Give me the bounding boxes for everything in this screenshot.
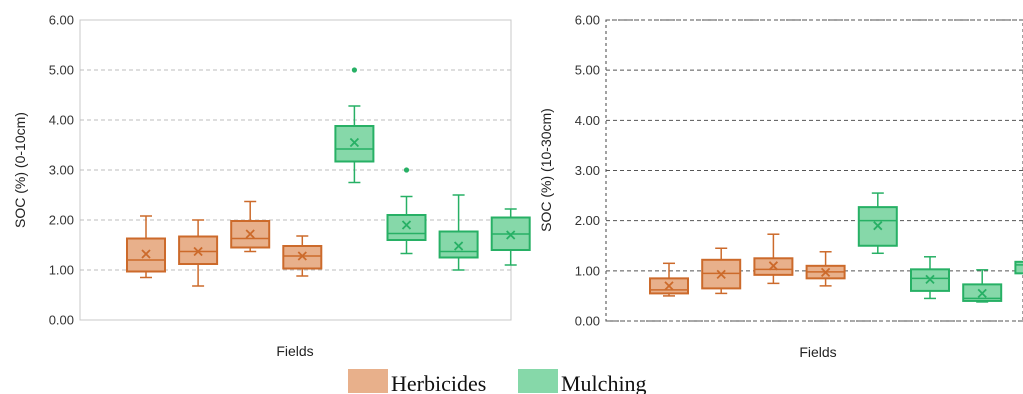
box-series <box>126 67 531 287</box>
y-tick-label: 6.00 <box>575 13 600 28</box>
y-tick-label: 0.00 <box>575 314 600 329</box>
y-tick-label: 2.00 <box>49 213 74 228</box>
mean-marker <box>245 229 255 239</box>
legend-label-herbicides: Herbicides <box>391 371 486 394</box>
box-mulching <box>962 269 1003 303</box>
outlier-point <box>351 67 357 73</box>
legend-swatch-herbicides <box>348 369 388 393</box>
x-axis-title: Fields <box>276 343 313 359</box>
box-iqr <box>1014 260 1023 275</box>
x-axis-title: Fields <box>799 344 836 360</box>
y-tick-label: 5.00 <box>49 63 74 78</box>
y-tick-label: 1.00 <box>49 263 74 278</box>
mean-marker <box>664 281 674 291</box>
box-mulching <box>1014 260 1023 275</box>
chart-right: 0.00 1.00 2.00 3.00 4.00 5.00 6.00 Fields SOC … <box>538 13 1023 360</box>
mean-marker <box>925 274 935 284</box>
mean-marker <box>716 269 726 279</box>
mean-marker <box>453 241 464 251</box>
mean-marker <box>401 220 412 230</box>
box-herbicides <box>230 200 271 253</box>
y-axis-title: SOC (%) (0-10cm) <box>12 112 28 228</box>
box-mulching <box>438 194 479 271</box>
box-herbicides <box>753 233 794 285</box>
legend-label-mulching: Mulching <box>561 371 647 394</box>
legend-swatch-mulching <box>518 369 558 393</box>
y-axis-title: SOC (%) (10-30cm) <box>538 108 554 232</box>
box-mulching <box>857 192 898 255</box>
box-iqr <box>438 230 479 259</box>
y-tick-labels: 0.00 1.00 2.00 3.00 4.00 5.00 6.00 <box>575 13 600 329</box>
y-tick-label: 3.00 <box>49 163 74 178</box>
y-tick-label: 1.00 <box>575 263 600 278</box>
y-tick-label: 3.00 <box>575 163 600 178</box>
chart-left: 0.00 1.00 2.00 3.00 4.00 5.00 6.00 Fields SOC … <box>12 13 531 359</box>
y-tick-label: 5.00 <box>575 63 600 78</box>
outlier-point <box>403 167 410 173</box>
box-mulching <box>386 167 427 255</box>
box-mulching <box>910 256 950 300</box>
y-tick-labels: 0.00 1.00 2.00 3.00 4.00 5.00 6.00 <box>49 13 74 328</box>
box-herbicides <box>701 247 742 295</box>
mean-marker <box>506 230 516 240</box>
y-tick-label: 6.00 <box>49 13 74 28</box>
y-tick-label: 0.00 <box>49 313 74 328</box>
mean-marker <box>349 137 360 148</box>
mean-marker <box>820 267 831 277</box>
box-series <box>649 192 1023 303</box>
box-herbicides <box>649 262 689 297</box>
y-tick-label: 2.00 <box>575 213 600 228</box>
box-mulching <box>334 67 375 184</box>
mean-marker <box>193 246 203 257</box>
legend: Herbicides Mulching <box>348 369 647 394</box>
mean-marker <box>141 249 151 259</box>
box-mulching <box>490 208 531 266</box>
mean-marker <box>768 261 779 271</box>
mean-marker <box>977 288 987 299</box>
mean-marker <box>297 251 307 261</box>
box-iqr <box>386 214 427 241</box>
y-tick-label: 4.00 <box>575 113 600 128</box>
mean-marker <box>873 221 883 231</box>
y-tick-label: 4.00 <box>49 113 74 128</box>
box-herbicides <box>805 251 846 287</box>
box-herbicides <box>178 219 219 287</box>
box-herbicides <box>282 235 323 277</box>
box-herbicides <box>126 215 166 279</box>
